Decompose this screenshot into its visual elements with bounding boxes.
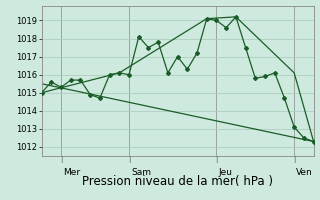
Text: Jeu: Jeu	[218, 168, 232, 177]
Text: |: |	[128, 156, 130, 163]
Text: Ven: Ven	[296, 168, 313, 177]
Text: |: |	[293, 156, 295, 163]
Text: Sam: Sam	[131, 168, 151, 177]
Text: |: |	[215, 156, 218, 163]
Text: |: |	[60, 156, 62, 163]
Text: Mer: Mer	[63, 168, 80, 177]
X-axis label: Pression niveau de la mer( hPa ): Pression niveau de la mer( hPa )	[82, 175, 273, 188]
